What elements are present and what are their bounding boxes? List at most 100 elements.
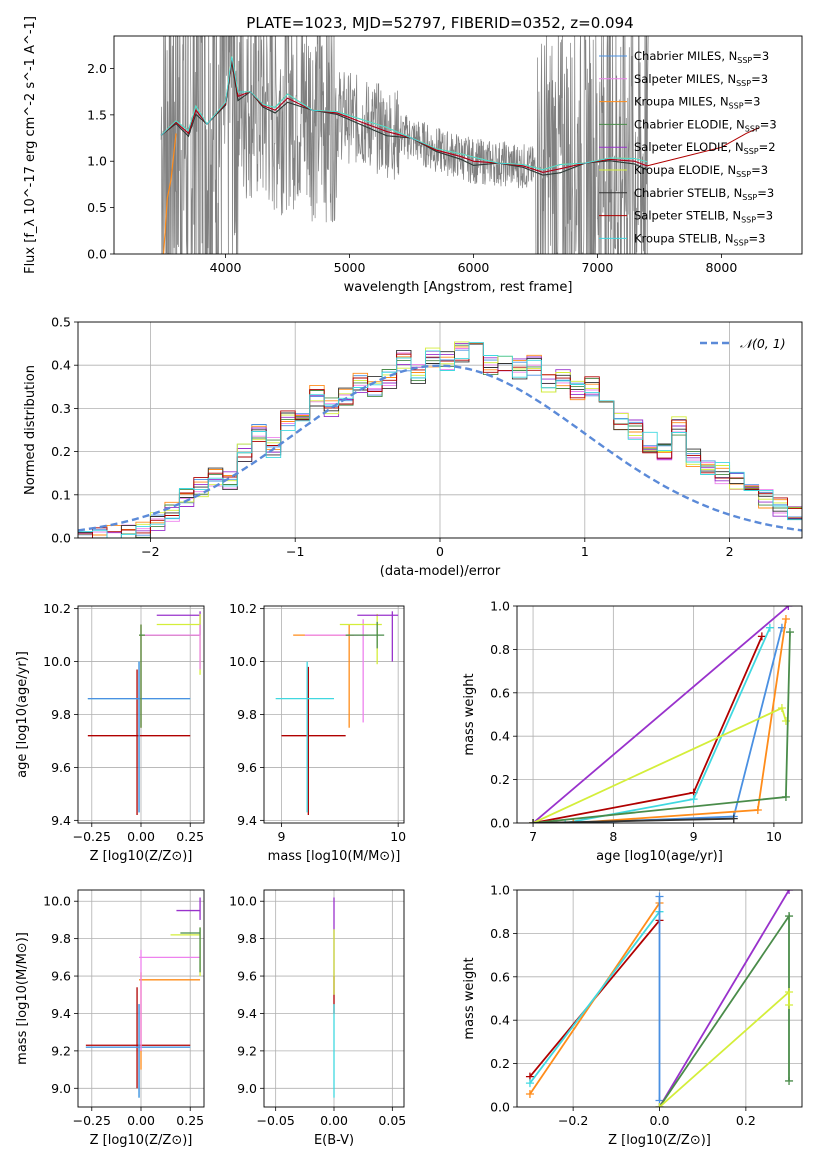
legend-entry: Salpeter ELODIE, NSSP=2 [634,140,776,156]
y-tick-label: 1.0 [490,883,510,898]
panel-mass-vs-EBV: −0.05 0.00 0.05 9.0 9.2 9.4 9.6 9.8 10.0 E(B-V) [229,889,406,1148]
mass-weight-marker [729,814,738,823]
y-tick-label: 9.8 [51,931,71,946]
mass-weight-line [532,606,789,823]
mass-weight-marker [525,1089,534,1098]
x-axis-label: (data-model)/error [380,564,501,579]
y-tick-label: 1.0 [87,154,107,169]
legend-entry: Kroupa ELODIE, NSSP=3 [634,163,768,179]
y-tick-label: 9.4 [51,1006,71,1021]
axes-frame [263,889,405,1108]
y-tick-label: 10.0 [229,654,257,669]
mass-weight-marker [781,615,790,624]
mass-weight-marker [757,632,766,641]
legend-entry: Chabrier ELODIE, NSSP=3 [634,117,777,133]
gaussian-curve [78,364,802,532]
mass-weight-marker [781,792,790,801]
panel-residuals: −2 −1 0 1 2 0.0 0.1 0.2 0.3 0.4 0.5 (data-model)/er… [23,315,803,579]
y-tick-label: 0.0 [87,247,107,262]
legend-subscript: SSP [744,147,759,156]
mass-weight-line [573,627,783,823]
mass-weight-line [658,890,790,1107]
y-tick-label: 9.4 [237,1006,257,1021]
x-tick-label: −0.25 [73,1113,111,1128]
y-tick-label: 0.4 [51,358,71,373]
y-tick-label: 1.0 [490,599,510,614]
y-tick-label: 0.6 [490,685,510,700]
y-tick-label: 9.2 [237,1043,257,1058]
mass-weight-line [533,817,734,823]
x-tick-label: 10 [766,829,782,844]
x-tick-label: 8000 [706,260,738,275]
y-tick-label: 10.0 [43,894,71,909]
legend-value: =3 [751,72,768,86]
legend-value: =2 [759,140,776,154]
legend-subscript: SSP [742,193,757,202]
y-tick-label: 0.0 [490,816,510,831]
mass-weight-marker [689,795,698,804]
plot-area [517,890,802,1107]
y-tick-label: 9.8 [51,707,71,722]
mass-weight-marker [785,1001,794,1010]
mass-weight-marker [655,892,664,901]
y-tick-label: 10.0 [43,654,71,669]
y-tick-label: 9.6 [51,760,71,775]
x-tick-label: −0.2 [558,1113,588,1128]
mass-weight-marker [529,819,538,823]
legend-value: =3 [752,49,769,63]
legend-value: =3 [760,117,777,131]
mass-weight-line [532,636,763,823]
model-spectrum-line [163,133,177,254]
plots: 4000 5000 6000 7000 8000 0.0 0.5 1.0 1.5 2.0 wavel… [15,16,803,1148]
axes-frame [77,889,205,1108]
legend-value: =3 [749,231,766,245]
x-tick-label: 0.25 [176,829,204,844]
legend-entry: Salpeter MILES, NSSP=3 [634,72,768,88]
y-tick-label: 9.2 [51,1043,71,1058]
x-tick-label: 0.25 [176,1113,204,1128]
axes-frame [77,605,205,824]
axes-frame [77,321,803,539]
legend-value: =3 [757,186,774,200]
histogram-step [78,342,802,538]
y-axis-label: age [log10(age/yr)] [15,651,30,778]
y-tick-label: 10.2 [43,601,71,616]
mass-weight-marker [777,703,786,712]
legend-entry: Chabrier MILES, NSSP=3 [634,49,769,65]
y-axis-label: mass [log10(M/M⊙)] [15,932,30,1065]
x-tick-label: −0.05 [257,1113,295,1128]
x-tick-label: 6000 [458,260,490,275]
y-tick-label: 9.8 [237,707,257,722]
x-tick-label: 4000 [210,260,242,275]
y-axis-label: Flux [f_λ 10^-17 erg cm^-2 s^-1 A^-1] [23,16,38,274]
x-tick-label: 0 [436,544,444,559]
axes-frame [113,35,803,255]
y-tick-label: 9.0 [237,1081,257,1096]
axes-frame [516,889,803,1108]
mass-weight-marker [655,1103,664,1107]
panel-spectrum: 4000 5000 6000 7000 8000 0.0 0.5 1.0 1.5 2.0 wavel… [23,16,803,295]
x-tick-label: 7000 [582,260,614,275]
legend-subscript: SSP [734,238,749,247]
mass-weight-marker [785,1076,794,1085]
y-tick-label: 10.2 [229,601,257,616]
x-axis-label: E(B-V) [314,1133,354,1148]
x-tick-label: −1 [286,544,304,559]
x-axis-label: Z [log10(Z/Z⊙)] [608,1133,711,1148]
y-tick-label: 9.8 [237,931,257,946]
x-tick-label: 1 [581,544,589,559]
mass-weight-marker [784,606,793,610]
panel-age-vs-mass: 9 10 9.4 9.6 9.8 10.0 10.2 mass [log10(M/M⊙)] [229,601,406,864]
x-tick-label: 10 [390,829,406,844]
mass-weight-marker [569,819,578,823]
y-axis-label: mass weight [462,957,477,1039]
y-tick-label: 0.2 [490,772,510,787]
model-spectrum-line [646,127,759,167]
y-tick-label: 10.0 [229,894,257,909]
y-tick-label: 0.1 [51,487,71,502]
mass-weight-line [658,913,790,1107]
y-tick-label: 0.3 [51,401,71,416]
plot-area [78,890,204,1107]
legend-subscript: SSP [745,124,760,133]
legend-value: =3 [744,95,761,109]
